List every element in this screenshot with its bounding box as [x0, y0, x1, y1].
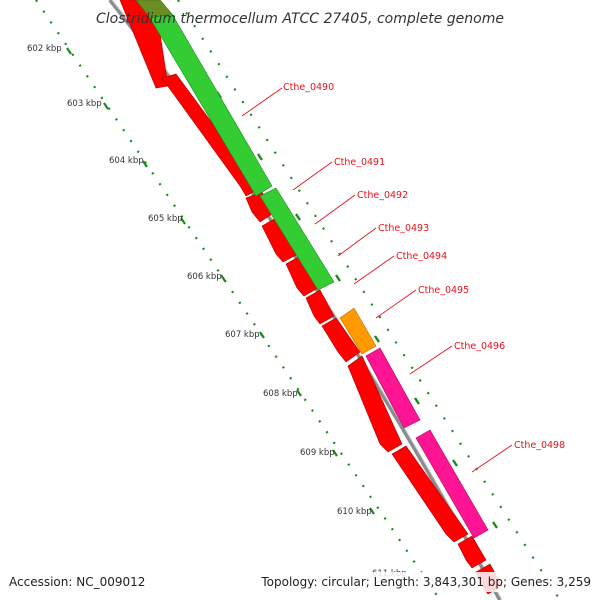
gene-label-cthe-0498: Cthe_0498: [514, 440, 565, 451]
cds-arrow: [391, 445, 469, 543]
kbp-label: 605 kbp: [148, 214, 183, 224]
kbp-label: 607 kbp: [225, 330, 260, 340]
footer-background: [0, 572, 600, 592]
gene-labels: Cthe_0490 Cthe_0491 Cthe_0492 Cthe_0493 …: [283, 82, 565, 451]
cds-arrow: [321, 317, 361, 363]
forward-strand-features: [135, 0, 489, 539]
cds-arrow: [305, 289, 335, 325]
reverse-strand-cds: [119, 0, 503, 595]
kbp-label: 606 kbp: [187, 272, 222, 282]
gene-leader-lines: [241, 87, 513, 473]
magenta-feature: [415, 429, 489, 539]
inner-tick-track: [35, 0, 441, 600]
cds-arrow: [347, 355, 403, 453]
gene-label-cthe-0491: Cthe_0491: [334, 157, 385, 168]
kbp-label: 602 kbp: [27, 44, 62, 54]
cds-arrow: [161, 73, 261, 197]
gene-label-cthe-0494: Cthe_0494: [396, 251, 447, 262]
gene-label-cthe-0492: Cthe_0492: [357, 190, 408, 201]
kbp-label: 610 kbp: [337, 507, 372, 517]
gene-label-cthe-0490: Cthe_0490: [283, 82, 334, 93]
cds-arrow: [261, 217, 299, 263]
cds-arrow: [457, 535, 487, 569]
kbp-label: 604 kbp: [109, 156, 144, 166]
major-ticks: [66, 47, 375, 515]
accession-text: Accession: NC_009012: [9, 575, 145, 589]
green-feature: [259, 187, 335, 291]
green-feature: [149, 13, 273, 197]
topology-text: Topology: circular; Length: 3,843,301 bp…: [260, 575, 591, 589]
kbp-label: 608 kbp: [263, 389, 298, 399]
kbp-label: 603 kbp: [67, 99, 102, 109]
map-title: Clostridium thermocellum ATCC 27405, com…: [96, 11, 504, 27]
kbp-label: 609 kbp: [300, 448, 335, 458]
magenta-feature: [365, 347, 421, 429]
gene-label-cthe-0496: Cthe_0496: [454, 341, 505, 352]
gene-label-cthe-0495: Cthe_0495: [418, 285, 469, 296]
gene-label-cthe-0493: Cthe_0493: [378, 223, 429, 234]
orange-feature: [339, 307, 377, 355]
